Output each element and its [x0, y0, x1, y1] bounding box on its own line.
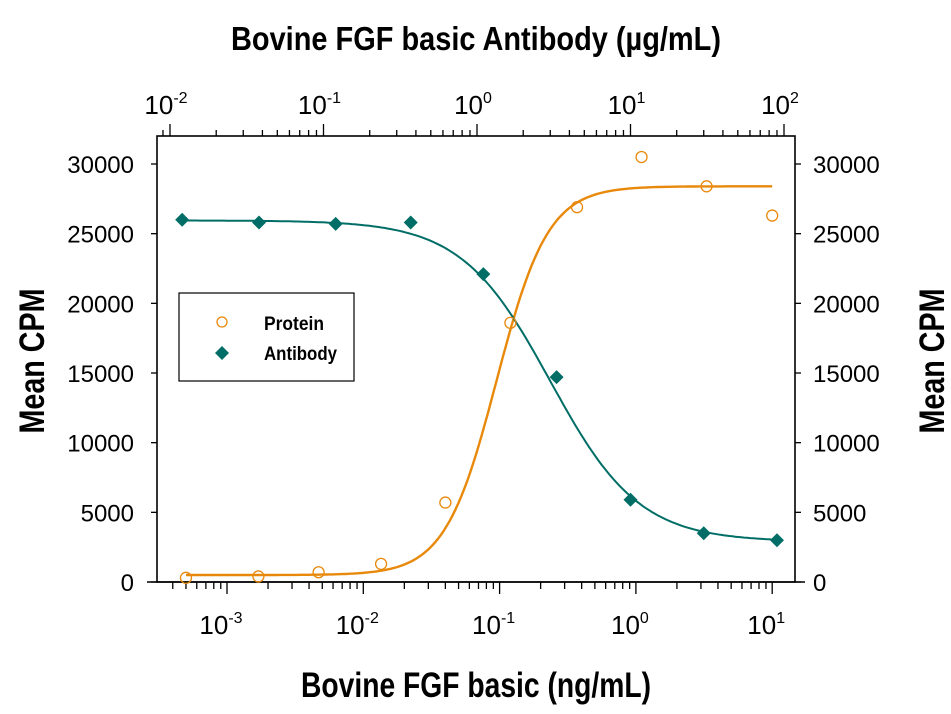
tick-base: 10 [761, 90, 790, 120]
right-axis-title: Mean CPM [913, 289, 951, 434]
tick-base: 10 [608, 90, 637, 120]
right-y-tick-label: 10000 [813, 431, 880, 458]
y-tick-label: 0 [121, 570, 134, 597]
protein-data-point [374, 557, 388, 571]
y-tick-label: 10000 [67, 431, 134, 458]
x-tick-label: 101 [747, 610, 785, 640]
bottom-axis-title: Bovine FGF basic (ng/mL) [301, 666, 651, 705]
right-y-tick-label: 25000 [813, 222, 880, 249]
antibody-data-point [549, 370, 564, 385]
tick-exponent: 1 [776, 610, 785, 627]
tick-exponent: -3 [228, 610, 242, 627]
right-y-tick-label: 5000 [813, 500, 866, 527]
tick-base: 10 [472, 610, 501, 640]
protein-legend-marker-icon [216, 316, 228, 328]
tick-exponent: -2 [365, 610, 379, 627]
tick-exponent: 2 [790, 90, 799, 107]
antibody-data-point [769, 533, 784, 548]
protein-data-point [252, 570, 265, 583]
tick-exponent: -2 [173, 90, 187, 107]
top-x-tick-label: 100 [454, 90, 492, 120]
tick-base: 10 [336, 610, 365, 640]
top-x-tick-label: 10-2 [144, 90, 187, 120]
y-tick-label: 30000 [67, 152, 134, 179]
tick-base: 10 [199, 610, 228, 640]
top-x-tick-label: 10-1 [298, 90, 341, 120]
antibody-data-point [403, 215, 418, 230]
tick-base: 10 [298, 90, 327, 120]
x-tick-label: 10-1 [472, 610, 515, 640]
antibody-data-point [623, 492, 638, 507]
top-x-axis: 10-2 10-1 100 101 102 [144, 90, 799, 136]
protein-data-point [766, 209, 779, 222]
protein-data-point [700, 180, 713, 193]
protein-data-point [570, 201, 584, 214]
legend-label-antibody: Antibody [264, 344, 337, 365]
left-y-axis: 0 5000 10000 15000 20000 25000 30000 [67, 152, 157, 597]
tick-exponent: 0 [640, 610, 649, 627]
protein-fit-curve [186, 185, 773, 577]
y-tick-label: 25000 [67, 222, 134, 249]
antibody-data-point [175, 212, 190, 227]
protein-data-point [179, 571, 193, 584]
tick-base: 10 [611, 610, 640, 640]
x-tick-label: 10-2 [336, 610, 379, 640]
right-y-tick-label: 15000 [813, 361, 880, 388]
y-tick-label: 15000 [67, 361, 134, 388]
right-y-axis: 0 5000 10000 15000 20000 25000 30000 [795, 152, 880, 597]
tick-exponent: -1 [327, 90, 341, 107]
top-x-tick-label: 102 [761, 90, 799, 120]
right-y-tick-label: 20000 [813, 291, 880, 318]
bottom-x-axis: 10-3 10-2 10-1 100 101 [147, 581, 805, 640]
protein-data-point [635, 150, 648, 164]
top-axis-title: Bovine FGF basic Antibody (µg/mL) [231, 20, 721, 57]
protein-data-point [439, 496, 452, 509]
legend-box [178, 292, 355, 382]
left-axis-title: Mean CPM [13, 289, 52, 434]
antibody-data-point [328, 216, 343, 231]
tick-base: 10 [454, 90, 483, 120]
tick-exponent: 1 [637, 90, 646, 107]
legend: Protein Antibody [178, 292, 355, 382]
antibody-legend-marker-icon [215, 346, 229, 360]
data-points [175, 150, 784, 584]
antibody-data-point [476, 267, 491, 282]
tick-exponent: -1 [501, 610, 515, 627]
x-tick-label: 100 [611, 610, 649, 640]
y-tick-label: 20000 [67, 291, 134, 318]
antibody-data-point [696, 526, 711, 541]
legend-label-protein: Protein [264, 314, 324, 335]
x-tick-label: 10-3 [199, 610, 242, 640]
top-x-tick-label: 101 [608, 90, 646, 120]
protein-data-point [312, 566, 325, 579]
protein-data-point [504, 316, 517, 329]
tick-base: 10 [747, 610, 776, 640]
y-tick-label: 5000 [81, 500, 134, 527]
antibody-data-point [251, 215, 266, 230]
right-y-tick-label: 0 [813, 570, 826, 597]
tick-base: 10 [144, 90, 173, 120]
right-y-tick-label: 30000 [813, 152, 880, 179]
tick-exponent: 0 [483, 90, 492, 107]
